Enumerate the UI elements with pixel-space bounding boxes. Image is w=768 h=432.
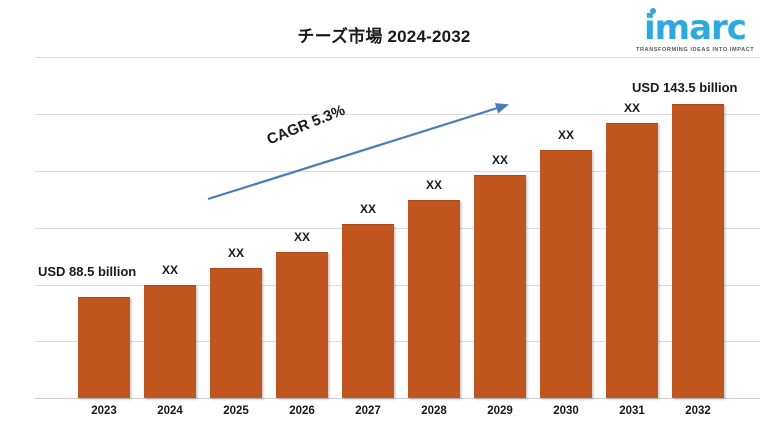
gridline [35,228,760,229]
bar-label-2028: XX [425,178,442,192]
bar-label-2027: XX [359,202,376,216]
x-tick-2027: 2027 [355,405,381,417]
bar-label-2030: XX [557,128,574,142]
logo-wordmark: imarc [644,8,747,48]
bar-2023[interactable] [78,297,130,398]
bar-2029[interactable] [474,175,526,398]
gridline [35,285,760,286]
x-axis-line [35,398,760,399]
gridline [35,57,760,58]
bar-2032[interactable] [672,104,724,398]
bar-2031[interactable] [606,123,658,398]
imarc-logo: imarc TRANSFORMING IDEAS INTO IMPACT [636,6,754,53]
x-tick-2030: 2030 [553,405,579,417]
bar-2030[interactable] [540,150,592,398]
bar-2028[interactable] [408,200,460,398]
x-tick-2024: 2024 [157,405,183,417]
x-tick-2026: 2026 [289,405,315,417]
x-tick-2028: 2028 [421,405,447,417]
x-tick-2032: 2032 [685,405,711,417]
bar-2025[interactable] [210,268,262,398]
gridline [35,341,760,342]
bar-label-2031: XX [623,101,640,115]
bar-2024[interactable] [144,285,196,398]
logo-tagline: TRANSFORMING IDEAS INTO IMPACT [636,47,755,53]
bar-label-2024: XX [161,263,178,277]
start-value-callout: USD 88.5 billion [38,264,137,279]
bar-2027[interactable] [342,224,394,398]
end-value-callout: USD 143.5 billion [632,80,738,95]
page-title: チーズ市場 2024-2032 [297,27,471,46]
bar-label-2029: XX [491,153,508,167]
x-tick-2025: 2025 [223,405,249,417]
bar-label-2025: XX [227,246,244,260]
logo-dot-icon [650,8,656,14]
bar-2026[interactable] [276,252,328,398]
x-tick-2023: 2023 [91,405,117,417]
bar-label-2026: XX [293,230,310,244]
x-tick-2029: 2029 [487,405,513,417]
x-tick-2031: 2031 [619,405,645,417]
